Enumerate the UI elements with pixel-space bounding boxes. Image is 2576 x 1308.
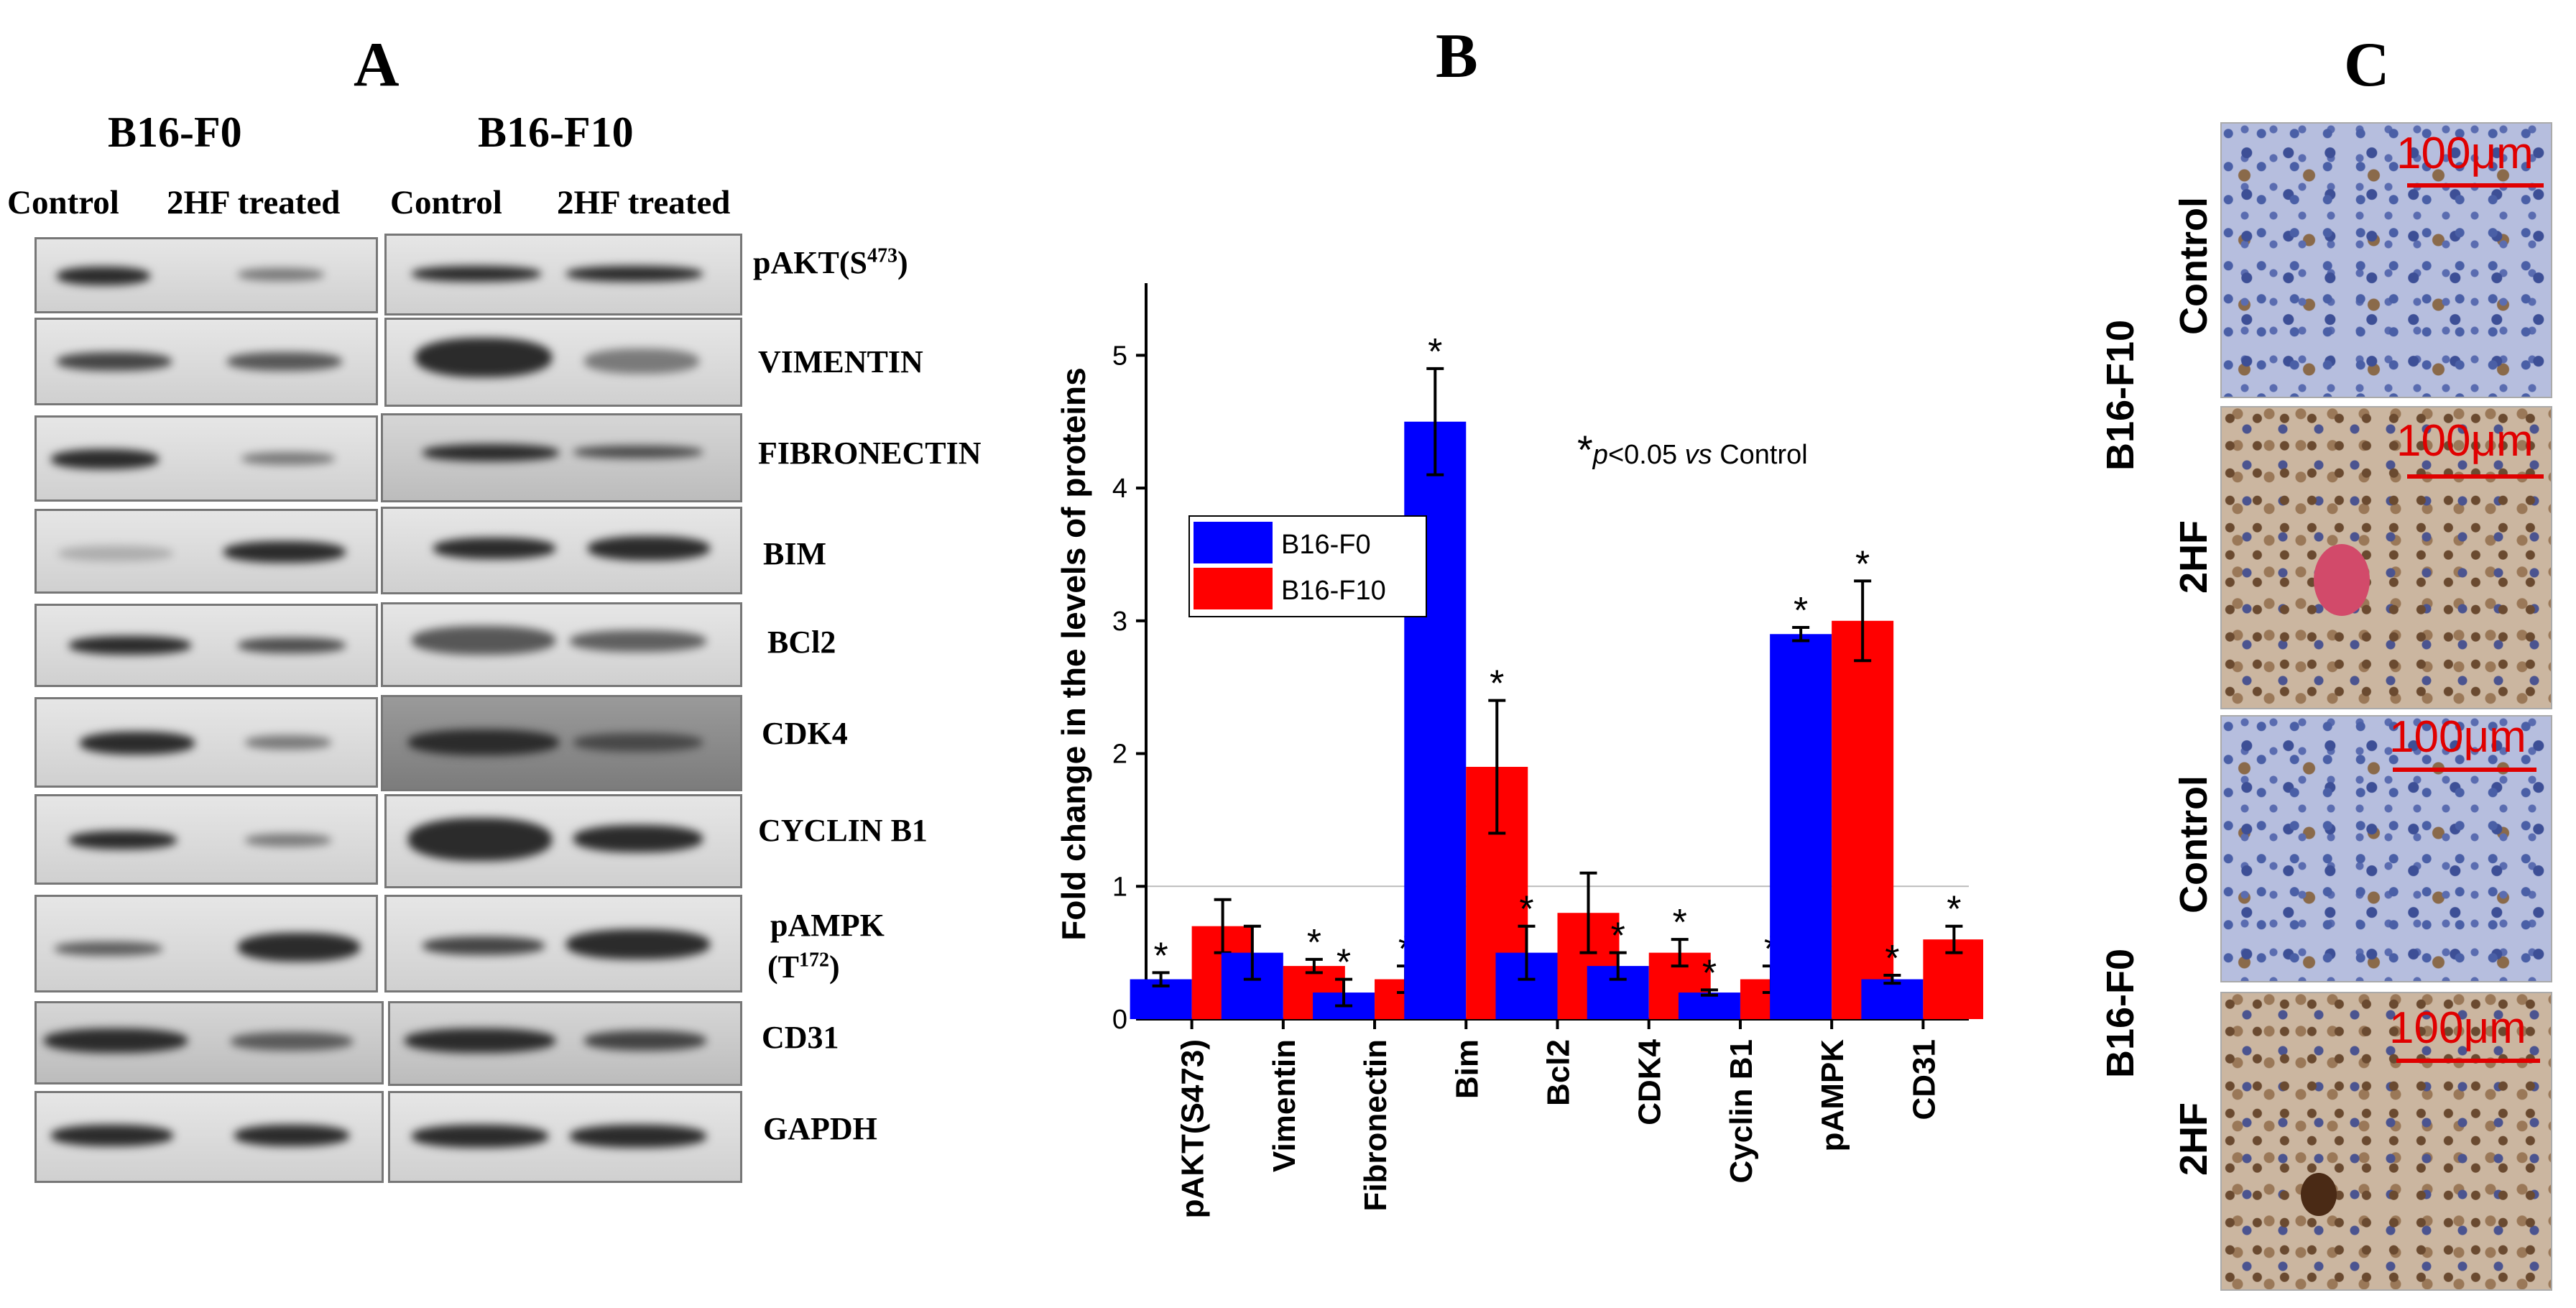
x-tick-label: pAMPK	[1815, 1039, 1850, 1152]
blot-f0-vimentin	[34, 318, 378, 405]
significance-star: *	[1611, 916, 1625, 957]
y-tick-label: 3	[1112, 607, 1127, 637]
blot-f0-cyclinb1	[34, 794, 378, 885]
significance-note: *p<0.05 vs Control	[1577, 427, 1808, 472]
x-tick-label: Cyclin B1	[1724, 1039, 1759, 1184]
x-tick-label: Vimentin	[1267, 1039, 1302, 1172]
blot-f0-pampk	[34, 895, 378, 992]
histology-f10-2hf	[2220, 406, 2552, 709]
x-tick-label: CDK4	[1633, 1038, 1668, 1125]
blot-f10-cdk4	[381, 695, 742, 791]
legend-label: B16-F10	[1281, 576, 1386, 606]
scale-bar-1	[2407, 183, 2544, 188]
y-tick-label: 0	[1112, 1005, 1127, 1035]
panel-c-letter: C	[2344, 30, 2390, 100]
blot-f10-cd31	[388, 1001, 742, 1086]
x-tick-label: pAKT(S473)	[1176, 1039, 1211, 1218]
legend-swatch	[1194, 568, 1273, 609]
blot-f10-gapdh	[388, 1091, 742, 1183]
group-label-b16-f0: B16-F0	[2099, 948, 2142, 1079]
y-tick-label: 5	[1112, 341, 1127, 371]
significance-star: *	[1885, 938, 1899, 980]
label-cyclinb1: CYCLIN B1	[758, 813, 928, 848]
scale-label-3: 100μm	[2389, 712, 2526, 762]
scale-bar-4	[2396, 1059, 2540, 1063]
y-tick-label: 2	[1112, 740, 1127, 770]
label-vimentin: VIMENTIN	[758, 344, 923, 379]
blot-f10-pampk	[384, 895, 742, 992]
histology-f0-control	[2220, 715, 2552, 982]
scale-bar-3	[2393, 768, 2536, 772]
blot-f10-bcl2	[381, 602, 742, 687]
significance-star: *	[1519, 889, 1533, 931]
scale-bar-2	[2407, 474, 2544, 479]
significance-star: *	[1855, 543, 1870, 585]
significance-star: *	[1702, 952, 1717, 994]
row-label-f10-control: Control	[2172, 197, 2215, 335]
blot-f10-pakt	[384, 234, 742, 316]
label-pakt: pAKT(S473)	[753, 244, 908, 280]
label-pampk: pAMPK	[770, 908, 885, 943]
legend-label: B16-F0	[1281, 530, 1371, 560]
bar	[1678, 992, 1740, 1019]
legend-swatch	[1194, 522, 1273, 563]
label-pampk-site: (T172)	[767, 949, 840, 985]
col-header-f10-control: Control	[390, 184, 502, 221]
bar	[1770, 634, 1832, 1019]
significance-star: *	[1307, 922, 1321, 964]
col-header-f0-treated: 2HF treated	[167, 184, 341, 221]
label-cd31: CD31	[762, 1020, 839, 1055]
significance-star: *	[1793, 590, 1808, 632]
y-tick-label: 1	[1112, 872, 1127, 902]
panel-a-letter: A	[354, 30, 400, 100]
bar	[1861, 979, 1924, 1019]
scale-label-2: 100μm	[2396, 416, 2534, 466]
label-bcl2: BCl2	[767, 625, 836, 660]
significance-star: *	[1490, 663, 1504, 705]
x-tick-label: Fibronectin	[1358, 1039, 1393, 1212]
row-label-f10-2hf: 2HF	[2172, 520, 2215, 594]
row-label-f0-control: Control	[2172, 775, 2215, 913]
scale-label-4: 100μm	[2389, 1003, 2526, 1053]
label-gapdh: GAPDH	[763, 1111, 877, 1146]
cell-line-b16-f0: B16-F0	[108, 109, 242, 156]
blot-f10-bim	[381, 507, 742, 594]
x-tick-label: CD31	[1906, 1039, 1942, 1120]
blot-f10-vimentin	[384, 318, 742, 407]
scale-label-1: 100μm	[2396, 129, 2534, 178]
blot-f0-fibronectin	[34, 415, 378, 502]
bar	[1404, 421, 1467, 1019]
significance-star: *	[1337, 942, 1351, 984]
label-bim: BIM	[763, 536, 826, 571]
significance-star: *	[1673, 902, 1687, 944]
histology-f10-control	[2220, 122, 2552, 398]
y-axis-label: Fold change in the levels of proteins	[1055, 367, 1092, 940]
blot-f10-fibronectin	[381, 413, 742, 502]
blot-f0-gapdh	[34, 1091, 384, 1183]
col-header-f10-treated: 2HF treated	[557, 184, 731, 221]
group-label-b16-f10: B16-F10	[2099, 319, 2142, 471]
x-tick-label: Bcl2	[1541, 1039, 1576, 1106]
bar-chart: 0 1 2 3 4 5 Fold change in the levels of prote…	[1055, 283, 1983, 1218]
significance-star: *	[1153, 935, 1168, 977]
row-label-f0-2hf: 2HF	[2172, 1102, 2215, 1176]
label-cdk4: CDK4	[762, 716, 848, 751]
label-fibronectin: FIBRONECTIN	[758, 436, 982, 471]
blot-f0-cdk4	[34, 697, 378, 788]
bar	[1832, 620, 1894, 1019]
col-header-f0-control: Control	[7, 184, 119, 221]
y-tick-label: 4	[1112, 474, 1127, 504]
significance-star: *	[1428, 331, 1442, 373]
significance-star: *	[1947, 889, 1961, 931]
blot-f0-bim	[34, 509, 378, 594]
panel-b-letter: B	[1436, 22, 1478, 91]
histology-f0-2hf	[2220, 992, 2552, 1291]
blot-f0-bcl2	[34, 604, 378, 687]
blot-f0-cd31	[34, 1001, 384, 1084]
blot-f10-cyclinb1	[384, 794, 742, 888]
blot-f0-pakt	[34, 237, 378, 313]
cell-line-b16-f10: B16-F10	[478, 109, 634, 156]
x-tick-label: Bim	[1449, 1039, 1485, 1099]
